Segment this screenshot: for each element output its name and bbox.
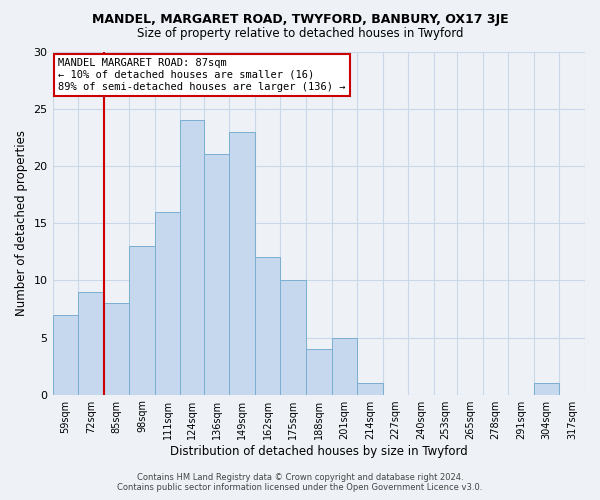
Bar <box>229 132 255 394</box>
Text: Contains HM Land Registry data © Crown copyright and database right 2024.
Contai: Contains HM Land Registry data © Crown c… <box>118 473 482 492</box>
Bar <box>129 246 155 394</box>
Text: MANDEL, MARGARET ROAD, TWYFORD, BANBURY, OX17 3JE: MANDEL, MARGARET ROAD, TWYFORD, BANBURY,… <box>92 12 508 26</box>
Bar <box>104 303 129 394</box>
X-axis label: Distribution of detached houses by size in Twyford: Distribution of detached houses by size … <box>170 444 467 458</box>
Text: MANDEL MARGARET ROAD: 87sqm
← 10% of detached houses are smaller (16)
89% of sem: MANDEL MARGARET ROAD: 87sqm ← 10% of det… <box>58 58 346 92</box>
Bar <box>78 292 104 394</box>
Y-axis label: Number of detached properties: Number of detached properties <box>15 130 28 316</box>
Bar <box>255 258 280 394</box>
Bar <box>155 212 180 394</box>
Bar <box>280 280 306 394</box>
Bar <box>534 384 559 394</box>
Text: Size of property relative to detached houses in Twyford: Size of property relative to detached ho… <box>137 28 463 40</box>
Bar <box>204 154 229 394</box>
Bar <box>306 349 332 395</box>
Bar <box>53 314 78 394</box>
Bar <box>180 120 204 394</box>
Bar <box>357 384 383 394</box>
Bar <box>332 338 357 394</box>
